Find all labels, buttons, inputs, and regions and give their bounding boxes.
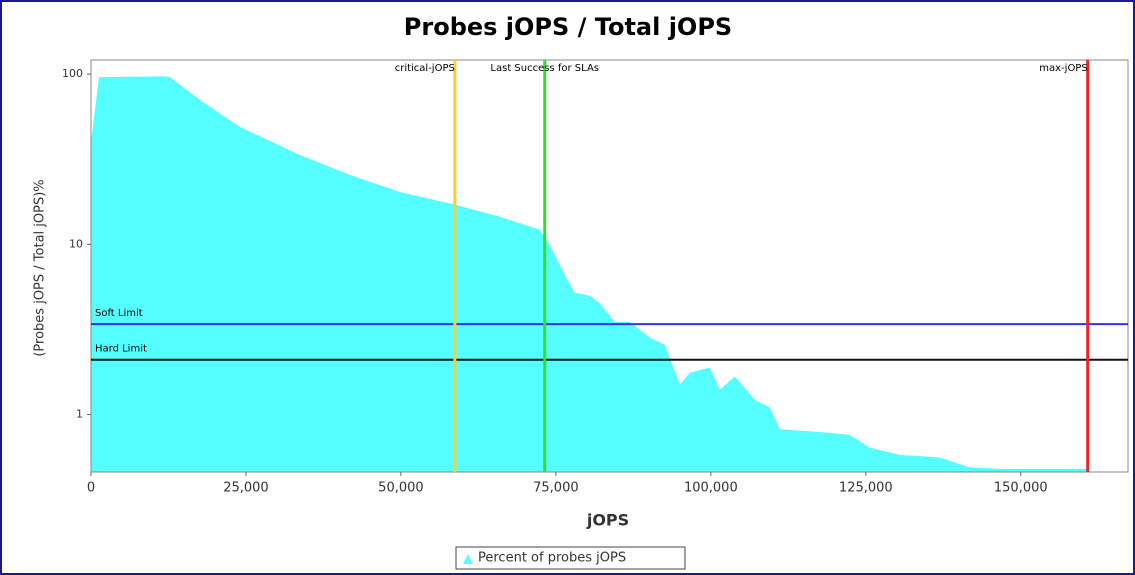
chart-title: Probes jOPS / Total jOPS	[404, 13, 732, 41]
x-tick-label: 75,000	[533, 481, 579, 496]
marker-label: critical-jOPS	[395, 63, 455, 74]
x-tick-label: 125,000	[839, 481, 893, 496]
limit-label: Hard Limit	[95, 344, 147, 355]
legend-label: Percent of probes jOPS	[478, 551, 626, 566]
x-tick-label: 50,000	[378, 481, 424, 496]
area	[91, 76, 1088, 472]
limit-label: Soft Limit	[95, 308, 143, 319]
y-tick-label: 10	[69, 237, 83, 250]
y-tick-label: 1	[76, 408, 83, 421]
x-axis-label: jOPS	[586, 511, 629, 530]
x-tick-label: 25,000	[223, 481, 269, 496]
y-tick-label: 100	[62, 67, 83, 80]
x-tick-label: 0	[87, 481, 95, 496]
marker-label: max-jOPS	[1039, 63, 1087, 74]
legend-swatch	[463, 554, 473, 564]
plot-border	[90, 59, 1129, 473]
marker-label: Last Success for SLAs	[490, 63, 599, 74]
x-tick-label: 150,000	[994, 481, 1048, 496]
x-tick-label: 100,000	[684, 481, 738, 496]
y-axis-label: (Probes jOPS / Total jOPS)%	[33, 179, 48, 356]
legend-box	[455, 546, 686, 570]
